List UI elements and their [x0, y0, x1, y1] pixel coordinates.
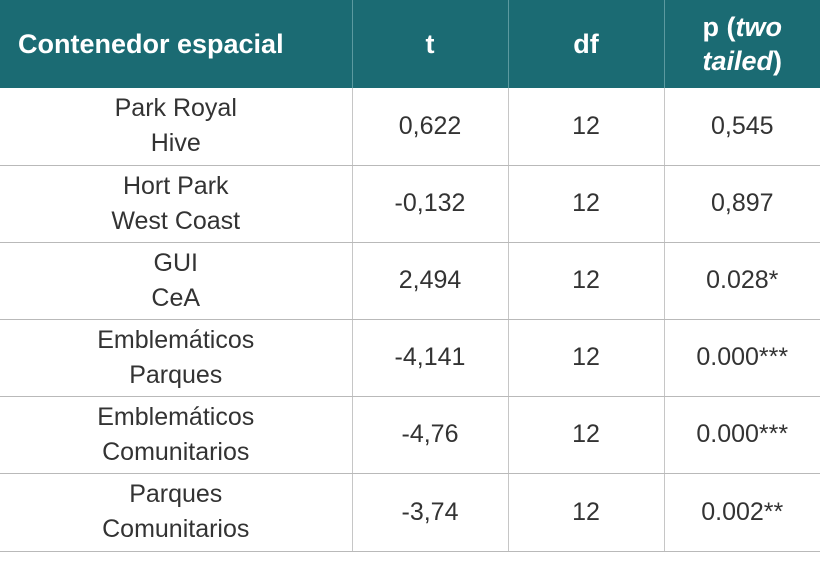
contenedor-line-1: Parques [129, 480, 223, 508]
cell-p: 0.000*** [664, 319, 820, 397]
cell-t: -4,76 [352, 396, 509, 474]
cell-p: 0.028* [664, 242, 820, 320]
contenedor-line-1: Emblemáticos [97, 325, 255, 354]
table-row: Emblemáticos Comunitarios -4,76 12 0.000*… [0, 396, 820, 474]
cell-df: 12 [508, 165, 665, 243]
cell-t: -0,132 [352, 165, 509, 243]
header-t: t [352, 0, 509, 88]
table-body: Park Royal Hive 0,622 12 0,545 Hort Park W… [0, 88, 820, 552]
cell-contenedor: Emblemáticos Parques [0, 319, 353, 397]
contenedor-line-1: GUI [153, 248, 198, 277]
cell-df: 12 [508, 396, 665, 474]
table-header: Contenedor espacial t df p (two tailed) [0, 0, 820, 88]
cell-t: -3,74 [352, 473, 509, 552]
header-p-two-tailed: p (two tailed) [664, 0, 820, 88]
cell-contenedor: Park Royal Hive [0, 88, 353, 166]
contenedor-line-2: Parques [129, 360, 223, 389]
contenedor-line-1: Park Royal [114, 94, 237, 123]
results-table: Contenedor espacial t df p (two tailed) … [0, 0, 820, 552]
cell-contenedor: Hort Park West Coast [0, 165, 353, 243]
table-row: Hort Park West Coast -0,132 12 0,897 [0, 165, 820, 243]
contenedor-line-1: Emblemáticos [97, 402, 255, 431]
contenedor-line-2: West Coast [111, 206, 241, 235]
header-row: Contenedor espacial t df p (two tailed) [0, 0, 820, 88]
header-p-italic: two tailed [702, 12, 782, 76]
table-row: Park Royal Hive 0,622 12 0,545 [0, 88, 820, 166]
header-df: df [508, 0, 665, 88]
table-row: Emblemáticos Parques -4,141 12 0.000*** [0, 319, 820, 397]
cell-df: 12 [508, 473, 665, 552]
contenedor-line-2: Comunitarios [102, 437, 250, 466]
table-row: GUI CeA 2,494 12 0.028* [0, 242, 820, 320]
header-p-prefix: p ( [702, 12, 736, 42]
cell-t: -4,141 [352, 319, 509, 397]
cell-p: 0.002** [664, 473, 820, 552]
cell-p: 0,897 [664, 165, 820, 243]
cell-contenedor: GUI CeA [0, 242, 353, 320]
contenedor-line-2: Comunitarios [102, 515, 250, 543]
header-contenedor-espacial: Contenedor espacial [0, 0, 353, 88]
header-p-suffix: ) [773, 46, 783, 76]
cell-p: 0.000*** [664, 396, 820, 474]
contenedor-line-2: CeA [151, 283, 201, 312]
contenedor-line-2: Hive [150, 129, 201, 158]
cell-contenedor: Emblemáticos Comunitarios [0, 396, 353, 474]
cell-contenedor: Parques Comunitarios [0, 473, 353, 552]
cell-df: 12 [508, 319, 665, 397]
cell-t: 0,622 [352, 88, 509, 166]
cell-p: 0,545 [664, 88, 820, 166]
cell-df: 12 [508, 242, 665, 320]
cell-df: 12 [508, 88, 665, 166]
contenedor-line-1: Hort Park [122, 171, 229, 200]
cell-t: 2,494 [352, 242, 509, 320]
table-row: Parques Comunitarios -3,74 12 0.002** [0, 473, 820, 552]
